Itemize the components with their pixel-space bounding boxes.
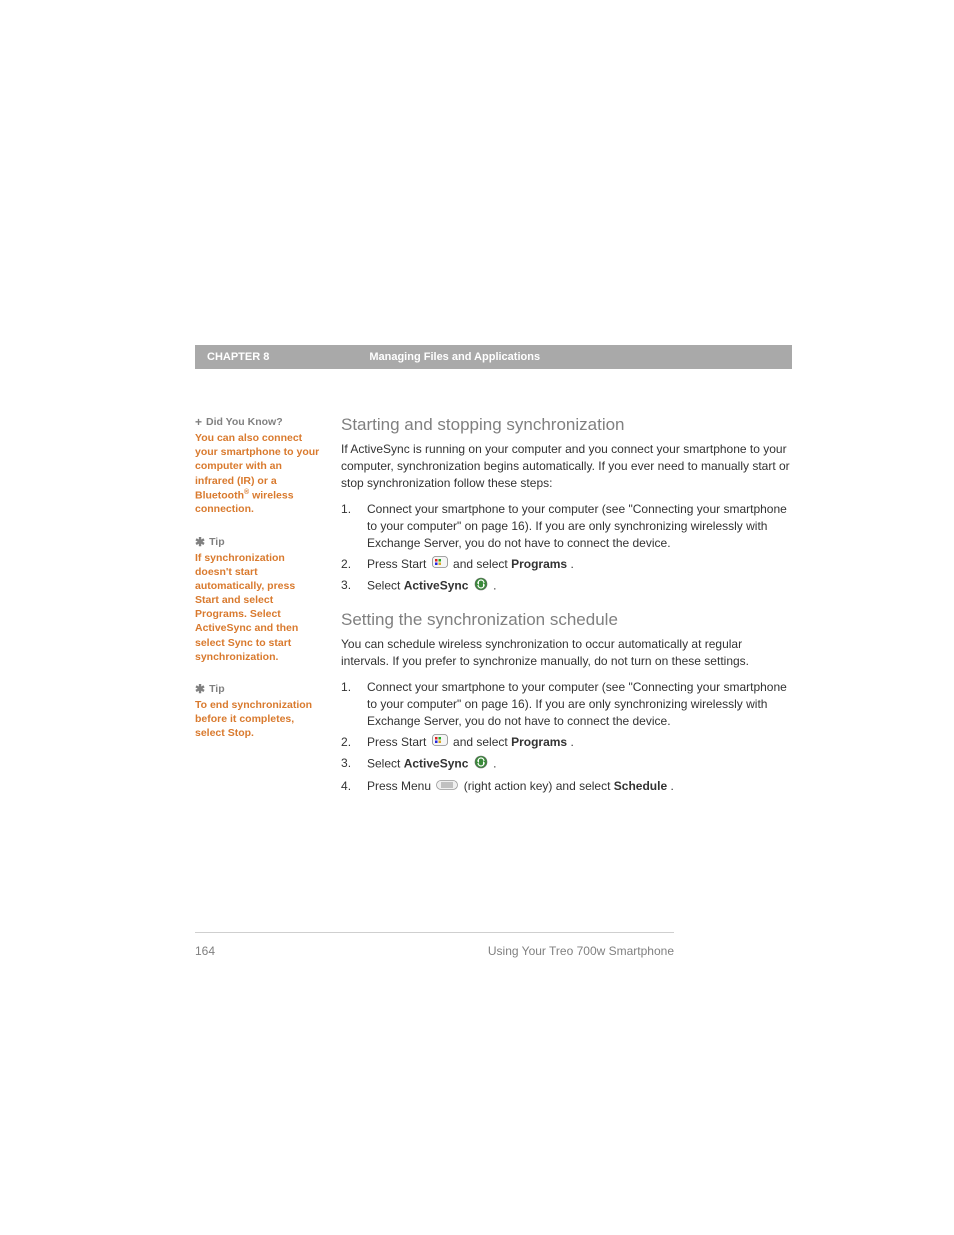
start-icon [432, 734, 448, 751]
asterisk-icon: ✱ [195, 535, 205, 549]
s2-step4-b: (right action key) and select [464, 779, 614, 793]
section2-steps: Connect your smartphone to your computer… [341, 679, 792, 795]
tip2-heading: ✱ Tip [195, 682, 321, 696]
s1-step1: Connect your smartphone to your computer… [341, 501, 792, 551]
chapter-title: Managing Files and Applications [369, 351, 540, 363]
tip2-body: To end synchronization before it complet… [195, 698, 321, 741]
doc-title: Using Your Treo 700w Smartphone [488, 944, 674, 958]
chapter-bar: CHAPTER 8 Managing Files and Application… [195, 345, 792, 369]
plus-icon: + [195, 415, 202, 429]
section1-intro: If ActiveSync is running on your compute… [341, 441, 792, 491]
footer-divider [195, 932, 674, 933]
s2-step2-c: . [570, 735, 573, 749]
tip2-block: ✱ Tip To end synchronization before it c… [195, 682, 321, 741]
s1-step2-b: and select [453, 557, 511, 571]
page-number: 164 [195, 944, 215, 958]
activesync-icon [474, 577, 488, 596]
section1-heading: Starting and stopping synchronization [341, 415, 792, 435]
section1-steps: Connect your smartphone to your computer… [341, 501, 792, 595]
tip1-block: ✱ Tip If synchronization doesn't start a… [195, 535, 321, 664]
s1-step2-bold: Programs [511, 557, 567, 571]
s2-step3-c: . [493, 757, 496, 771]
s2-step2-bold: Programs [511, 735, 567, 749]
main-content: Starting and stopping synchronization If… [341, 415, 792, 805]
menu-key-icon [436, 778, 458, 795]
section2-heading: Setting the synchronization schedule [341, 610, 792, 630]
s2-step3: Select ActiveSync . [341, 755, 792, 774]
s2-step4: Press Menu (right action key) and select… [341, 778, 792, 795]
s1-step2-a: Press Start [367, 557, 430, 571]
sidebar: + Did You Know? You can also connect you… [195, 415, 321, 805]
start-icon [432, 556, 448, 573]
s2-step2-a: Press Start [367, 735, 430, 749]
s1-step3-bold: ActiveSync [404, 579, 469, 593]
tip1-label: Tip [209, 536, 225, 548]
s2-step2-b: and select [453, 735, 511, 749]
s2-step4-c: . [670, 779, 673, 793]
did-you-know-label: Did You Know? [206, 416, 283, 428]
tip1-body: If synchronization doesn't start automat… [195, 551, 321, 664]
s2-step4-a: Press Menu [367, 779, 434, 793]
s1-step3-a: Select [367, 579, 404, 593]
activesync-icon [474, 755, 488, 774]
s1-step2: Press Start and select Programs . [341, 556, 792, 573]
tip2-label: Tip [209, 683, 225, 695]
s2-step4-bold: Schedule [614, 779, 667, 793]
section2-intro: You can schedule wireless synchronizatio… [341, 636, 792, 670]
did-you-know-block: + Did You Know? You can also connect you… [195, 415, 321, 517]
s1-step2-c: . [570, 557, 573, 571]
s2-step3-a: Select [367, 757, 404, 771]
s1-step3-c: . [493, 579, 496, 593]
tip1-heading: ✱ Tip [195, 535, 321, 549]
did-you-know-heading: + Did You Know? [195, 415, 321, 429]
did-you-know-body: You can also connect your smartphone to … [195, 431, 321, 517]
s2-step2: Press Start and select Programs . [341, 734, 792, 751]
asterisk-icon: ✱ [195, 682, 205, 696]
s2-step1: Connect your smartphone to your computer… [341, 679, 792, 729]
chapter-label: CHAPTER 8 [207, 351, 269, 363]
s1-step3: Select ActiveSync . [341, 577, 792, 596]
s2-step3-bold: ActiveSync [404, 757, 469, 771]
page-footer: 164 Using Your Treo 700w Smartphone [195, 938, 674, 958]
